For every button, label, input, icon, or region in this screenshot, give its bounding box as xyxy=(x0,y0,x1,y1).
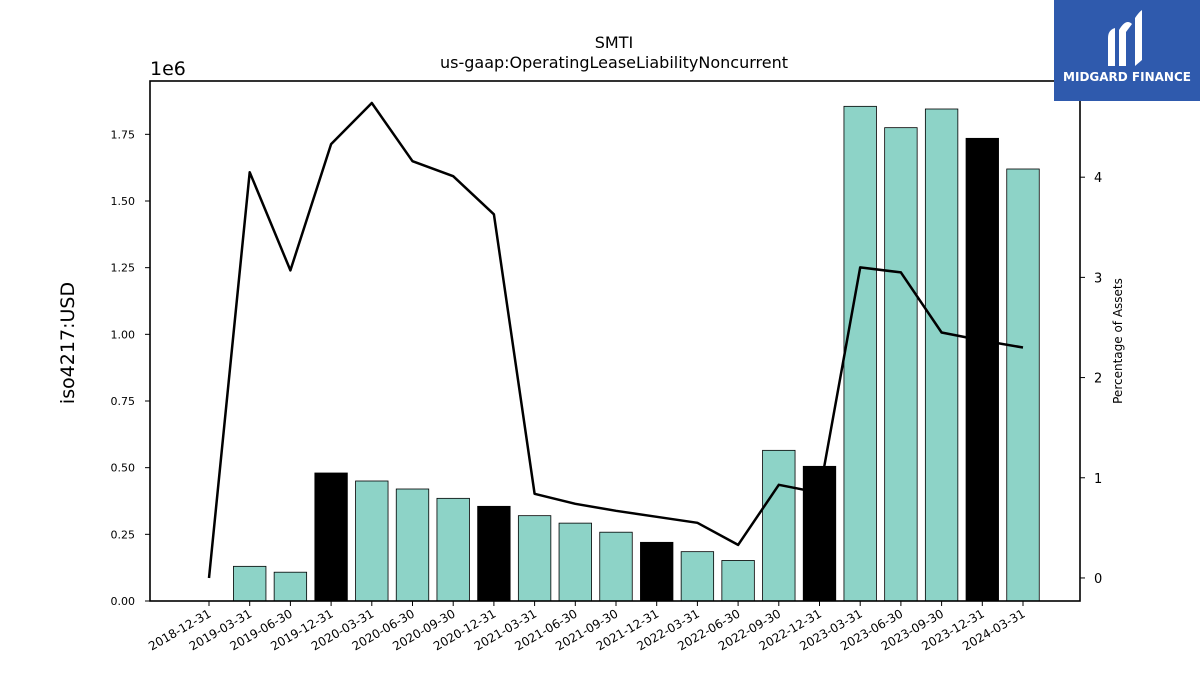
y2-tick-label: 3 xyxy=(1094,271,1102,286)
bar xyxy=(395,488,430,602)
chart-subtitle: us-gaap:OperatingLeaseLiabilityNoncurren… xyxy=(440,53,788,72)
y-tick-label: 1.50 xyxy=(111,195,136,208)
logo-mark-icon xyxy=(1108,10,1142,66)
y-tick-label: 0.00 xyxy=(111,595,136,608)
bar xyxy=(558,522,592,602)
midgard-finance-logo: MIDGARD FINANCE xyxy=(1054,0,1200,101)
y-tick-label: 1.00 xyxy=(111,328,136,341)
bar xyxy=(721,560,755,602)
y2-tick-label: 2 xyxy=(1094,372,1102,387)
y-tick-label: 1.75 xyxy=(111,128,136,141)
bar xyxy=(680,551,715,602)
bar xyxy=(273,571,308,602)
percentage-line xyxy=(207,101,1024,579)
bar xyxy=(355,480,389,602)
y2-tick-label: 1 xyxy=(1094,472,1102,487)
y-tick-label: 0.25 xyxy=(111,528,136,541)
bar xyxy=(314,472,348,602)
bar xyxy=(843,105,877,602)
y-tick-label: 0.75 xyxy=(111,395,136,408)
bar xyxy=(477,505,511,602)
bar xyxy=(762,449,796,602)
bar xyxy=(965,137,999,602)
plot-frame xyxy=(149,80,1081,602)
y-axis-label: iso4217:USD xyxy=(57,282,79,404)
bar xyxy=(640,541,674,602)
y-tick-label: 1.25 xyxy=(111,262,136,275)
logo-text: MIDGARD FINANCE xyxy=(1063,70,1191,84)
bar xyxy=(436,497,470,602)
bar xyxy=(924,108,959,602)
chart-title: SMTI xyxy=(595,33,633,52)
bar xyxy=(517,515,552,602)
y2-axis-label: Percentage of Assets xyxy=(1111,278,1125,404)
y-offset-label: 1e6 xyxy=(150,58,186,80)
y2-tick-label: 0 xyxy=(1094,572,1102,587)
y-tick-label: 0.50 xyxy=(111,462,136,475)
bar xyxy=(884,127,918,602)
bar xyxy=(233,565,267,602)
y2-tick-label: 4 xyxy=(1094,171,1102,186)
bar xyxy=(1006,168,1040,602)
plot-area: 0.000.250.500.751.001.251.501.7501234201… xyxy=(111,80,1102,653)
bar xyxy=(599,531,633,602)
